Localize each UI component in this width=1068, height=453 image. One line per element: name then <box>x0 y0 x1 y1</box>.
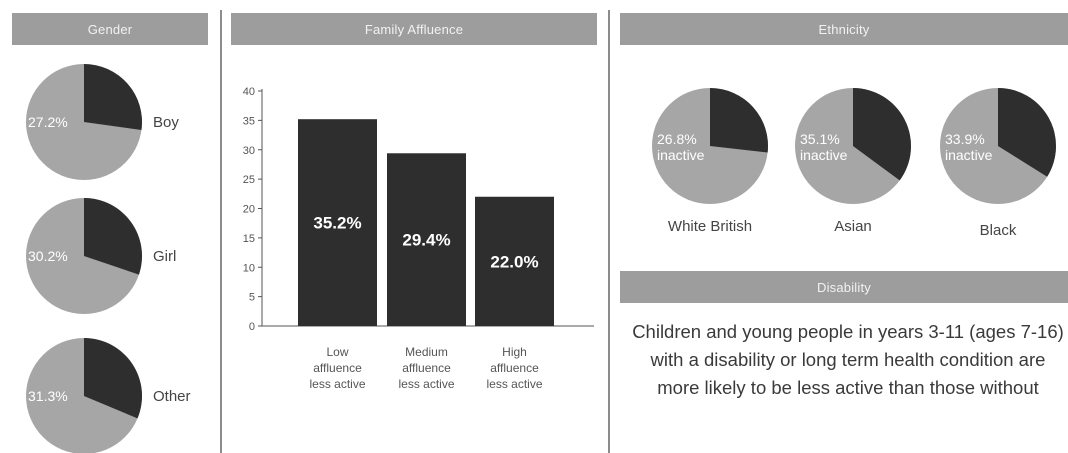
y-tick-label-0: 0 <box>249 321 255 333</box>
gender-pie-girl-label: Girl <box>153 248 176 265</box>
bar-1-category-line-1: affluence <box>402 361 451 375</box>
ethnicity-pie-asian-label: Asian <box>834 218 872 235</box>
ethnicity-pie-black-slice <box>998 88 1056 177</box>
disability-header: Disability <box>620 271 1068 303</box>
family-affluence-bar-chart: 0 5 10 15 20 25 30 35 40 35.2% Low affluence less ac… <box>243 86 594 391</box>
divider-left <box>220 10 222 453</box>
gender-header: Gender <box>12 13 208 45</box>
disability-statement: Children and young people in years 3-11 … <box>632 321 1064 398</box>
bar-1-value: 29.4% <box>402 231 450 250</box>
bar-1-category-line-0: Medium <box>405 345 448 359</box>
ethnicity-pie-asian-value: 35.1% <box>800 131 840 147</box>
bar-0-category-line-2: less active <box>309 377 365 391</box>
ethnicity-pie-white-british-slice <box>710 88 768 153</box>
y-tick-label-20: 20 <box>243 204 255 216</box>
gender-pie-boy-slice <box>84 64 142 130</box>
bar-0-category-line-1: affluence <box>313 361 362 375</box>
bar-1 <box>387 153 466 326</box>
bar-0-value: 35.2% <box>313 214 361 233</box>
family-affluence-header: Family Affluence <box>231 13 597 45</box>
gender-pie-girl-value: 30.2% <box>28 248 68 264</box>
bar-1-category-line-2: less active <box>398 377 454 391</box>
gender-pie-boy-value: 27.2% <box>28 114 68 130</box>
gender-pie-girl-slice <box>84 197 142 275</box>
bar-2-category-line-0: High <box>502 345 527 359</box>
ethnicity-pie-asian-sublabel: inactive <box>800 147 848 163</box>
ethnicity-pie-black-value: 33.9% <box>945 131 985 147</box>
ethnicity-header: Ethnicity <box>620 13 1068 45</box>
bar-2 <box>475 196 554 326</box>
gender-pie-other-label: Other <box>153 388 191 405</box>
y-tick-label-10: 10 <box>243 262 255 274</box>
y-tick-label-25: 25 <box>243 174 255 186</box>
y-tick-label-30: 30 <box>243 145 255 157</box>
ethnicity-pie-asian-slice <box>853 88 911 181</box>
y-tick-label-5: 5 <box>249 292 255 304</box>
gender-pie-other-value: 31.3% <box>28 388 68 404</box>
bar-0 <box>298 119 377 326</box>
gender-pie-chart: 27.2% Boy 30.2% Girl 31.3% Other <box>26 64 191 453</box>
ethnicity-pie-white-british-label: White British <box>668 218 752 235</box>
gender-pie-other-slice <box>84 338 142 419</box>
ethnicity-pie-black-sublabel: inactive <box>945 147 993 163</box>
ethnicity-pie-white-british-sublabel: inactive <box>657 147 705 163</box>
bar-2-category-line-1: affluence <box>490 361 539 375</box>
bar-2-category-line-2: less active <box>486 377 542 391</box>
ethnicity-pie-black-label: Black <box>980 222 1017 239</box>
bar-0-category-line-0: Low <box>326 345 348 359</box>
y-tick-label-15: 15 <box>243 233 255 245</box>
y-tick-label-35: 35 <box>243 115 255 127</box>
y-tick-label-40: 40 <box>243 86 255 98</box>
ethnicity-pie-white-british-value: 26.8% <box>657 131 697 147</box>
gender-pie-boy-label: Boy <box>153 114 179 131</box>
divider-right <box>608 10 610 453</box>
bar-2-value: 22.0% <box>490 252 538 271</box>
